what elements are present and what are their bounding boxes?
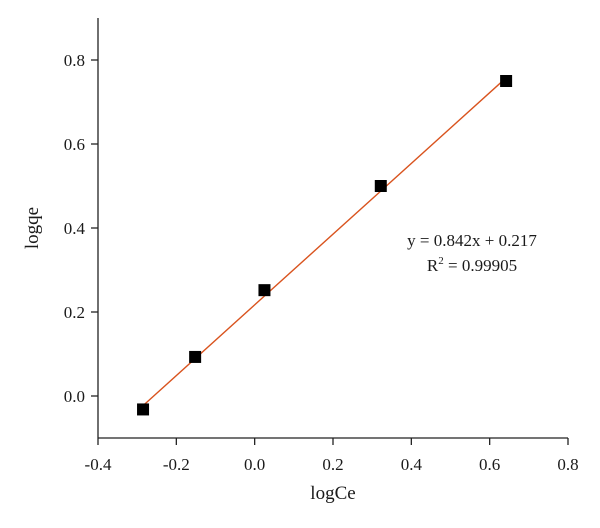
data-point	[189, 350, 202, 363]
x-tick-label: -0.4	[85, 455, 112, 474]
x-tick-label: -0.2	[163, 455, 190, 474]
x-ticks: -0.4 -0.2 0.0 0.2 0.4 0.6 0.8	[85, 438, 579, 474]
x-tick-label: 0.4	[401, 455, 423, 474]
r-squared-sup: 2	[438, 255, 444, 267]
y-tick-label: 0.6	[64, 135, 85, 154]
r-squared-value: = 0.99905	[444, 256, 517, 275]
axes	[97, 18, 568, 439]
fit-line-group	[142, 77, 507, 407]
y-tick-label: 0.2	[64, 303, 85, 322]
data-point	[258, 284, 271, 297]
r-squared-prefix: R	[427, 256, 439, 275]
y-tick-label: 0.8	[64, 51, 85, 70]
x-axis-label: logCe	[310, 483, 355, 504]
fit-line	[142, 77, 507, 407]
y-tick-label: 0.0	[64, 387, 85, 406]
x-tick-label: 0.8	[557, 455, 578, 474]
x-tick-label: 0.6	[479, 455, 500, 474]
data-point	[374, 180, 387, 192]
x-tick-label: 0.0	[244, 455, 265, 474]
data-point	[500, 75, 513, 87]
x-tick-label: 0.2	[322, 455, 343, 474]
r-squared: R2 = 0.99905	[427, 255, 517, 275]
y-tick-label: 0.4	[64, 219, 86, 238]
data-point	[137, 403, 150, 416]
data-points	[137, 75, 513, 416]
y-axis-label: logqe	[22, 207, 43, 249]
fit-equation: y = 0.842x + 0.217	[407, 231, 537, 250]
y-ticks: 0.0 0.2 0.4 0.6 0.8	[64, 51, 98, 406]
